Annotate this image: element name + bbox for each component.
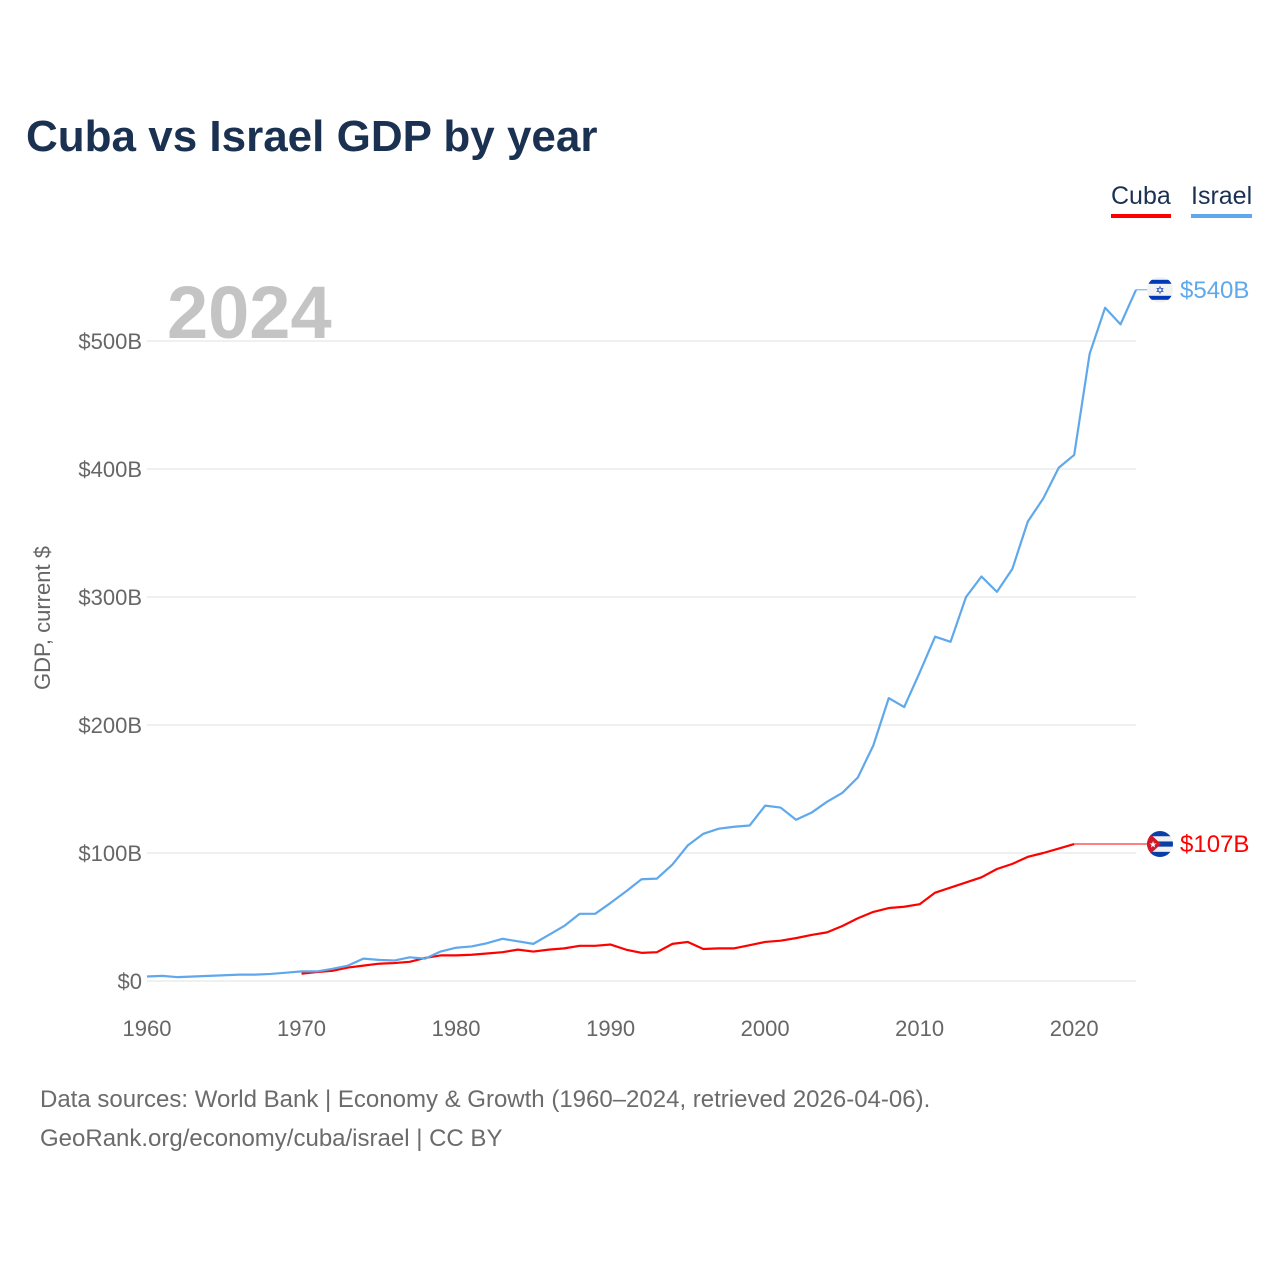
x-tick-label: 1990 [586, 1016, 635, 1041]
x-tick-label: 2000 [741, 1016, 790, 1041]
legend-item-israel[interactable]: Israel [1191, 182, 1253, 218]
source-note: Data sources: World Bank | Economy & Gro… [40, 1086, 931, 1113]
series-line-cuba [301, 842, 1075, 975]
y-tick-label: $200B [78, 713, 142, 738]
chart-title: Cuba vs Israel GDP by year [26, 112, 598, 161]
y-tick-label: $300B [78, 585, 142, 610]
x-tick-label: 1980 [432, 1016, 481, 1041]
year-watermark: 2024 [167, 271, 332, 354]
x-tick-label: 1960 [123, 1016, 172, 1041]
israel-flag-icon: ✡ [1147, 276, 1173, 303]
cuba-flag-icon: ★ [1147, 831, 1173, 858]
x-tick-label: 1970 [277, 1016, 326, 1041]
y-tick-label: $400B [78, 457, 142, 482]
y-tick-label: $0 [118, 969, 142, 994]
source-link[interactable]: GeoRank.org/economy/cuba/israel | CC BY [40, 1125, 503, 1152]
series-line-israel [146, 289, 1138, 979]
legend-item-cuba[interactable]: Cuba [1111, 182, 1171, 218]
svg-text:★: ★ [1149, 841, 1157, 851]
x-tick-label: 2020 [1050, 1016, 1099, 1041]
end-value-label-cuba: $107B [1180, 831, 1249, 858]
y-axis-label: GDP, current $ [30, 546, 55, 690]
svg-text:✡: ✡ [1155, 284, 1164, 297]
end-value-label-israel: $540B [1180, 277, 1249, 304]
y-tick-label: $500B [78, 329, 142, 354]
x-tick-label: 2010 [895, 1016, 944, 1041]
y-tick-label: $100B [78, 841, 142, 866]
